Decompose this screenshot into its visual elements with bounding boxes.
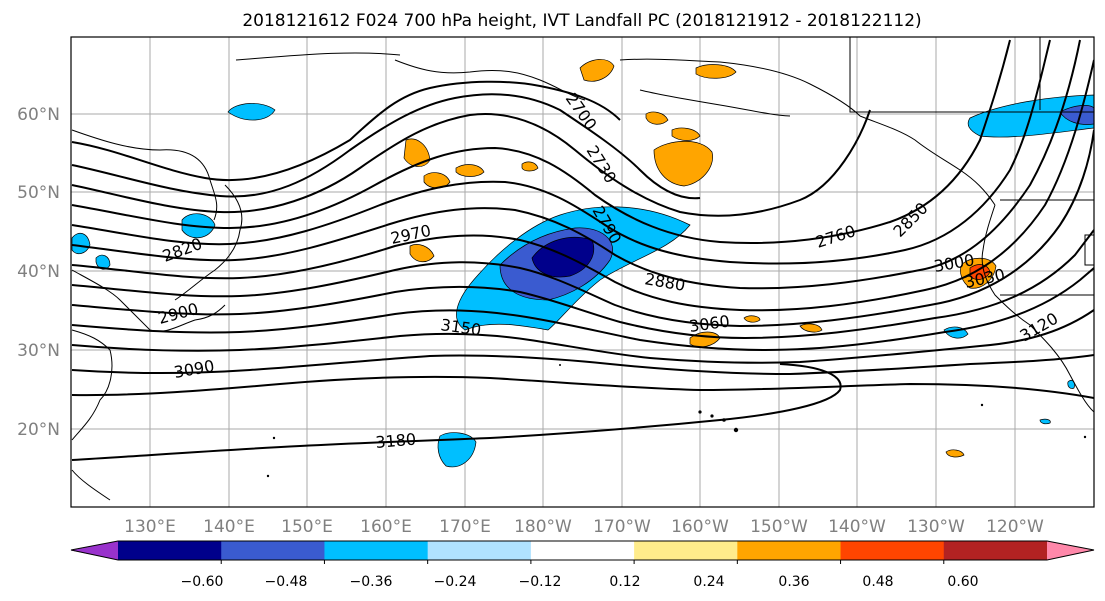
colorbar-outline — [70, 540, 1095, 561]
colorbar-tick-labels: −0.60 −0.48 −0.36 −0.24 −0.12 0.12 0.24 … — [181, 574, 979, 590]
positive-ivt-anomaly — [403, 59, 997, 458]
colorbar-extend-low — [71, 541, 118, 560]
lon-label: 140°W — [828, 517, 886, 537]
lon-label: 120°W — [986, 517, 1044, 537]
figure-title: 2018121612 F024 700 hPa height, IVT Land… — [242, 11, 921, 31]
colorbar-tick-label: −0.48 — [265, 574, 308, 590]
map-panel: 2700 2730 2790 2820 2760 2850 2970 2880 … — [70, 36, 1095, 508]
colorbar-tick-label: −0.12 — [519, 574, 562, 590]
lon-label: 130°E — [124, 517, 176, 537]
colorbar-tick-label: −0.24 — [434, 574, 477, 590]
lon-label: 150°W — [750, 517, 808, 537]
colorbar-bin — [427, 541, 532, 560]
colorbar-bin — [943, 541, 1048, 560]
lat-label: 40°N — [17, 262, 60, 282]
colorbar-bin — [840, 541, 945, 560]
colorbar-bin — [118, 541, 222, 560]
lon-label: 180°W — [514, 517, 572, 537]
lat-label: 20°N — [17, 420, 60, 440]
lat-label: 60°N — [17, 105, 60, 125]
colorbar-bin — [324, 541, 429, 560]
lon-label: 160°E — [360, 517, 412, 537]
colorbar-bin — [737, 541, 842, 560]
lon-label: 160°W — [671, 517, 729, 537]
lon-label: 130°W — [907, 517, 965, 537]
colorbar-bins — [71, 541, 1094, 560]
colorbar-bin — [530, 541, 635, 560]
lat-label: 50°N — [17, 183, 60, 203]
colorbar-extend-high — [1047, 541, 1094, 560]
contour-label: 3180 — [375, 430, 417, 452]
lon-label: 170°E — [439, 517, 491, 537]
longitude-axis: 130°E 140°E 150°E 160°E 170°E 180°W 170°… — [124, 517, 1044, 537]
colorbar-bin — [221, 541, 325, 560]
colorbar-tick-label: 0.60 — [947, 574, 978, 590]
colorbar-tick-label: 0.12 — [609, 574, 640, 590]
colorbar-tick-label: −0.60 — [181, 574, 224, 590]
colorbar-tick-label: −0.36 — [350, 574, 393, 590]
colorbar: −0.60 −0.48 −0.36 −0.24 −0.12 0.12 0.24 … — [70, 540, 1095, 590]
latitude-axis: 60°N 50°N 40°N 30°N 20°N — [17, 105, 60, 440]
colorbar-bin — [634, 541, 738, 560]
lon-label: 150°E — [281, 517, 333, 537]
lat-label: 30°N — [17, 341, 60, 361]
map-border — [70, 36, 1095, 508]
colorbar-tick-label: 0.36 — [778, 574, 809, 590]
colorbar-tick-label: 0.48 — [862, 574, 893, 590]
lon-label: 140°E — [203, 517, 255, 537]
height-contours — [71, 39, 1094, 461]
colorbar-tick-label: 0.24 — [693, 574, 724, 590]
lon-label: 170°W — [593, 517, 651, 537]
colorbar-ticks — [220, 560, 945, 564]
